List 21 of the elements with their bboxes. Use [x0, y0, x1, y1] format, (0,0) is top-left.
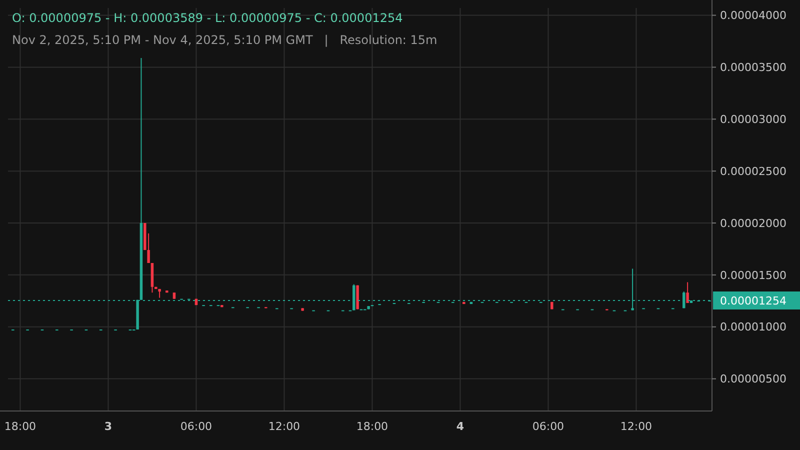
y-tick-label: 0.00001500: [720, 268, 786, 282]
x-tick-label: 06:00: [532, 420, 564, 433]
y-tick-label: 0.00000500: [720, 372, 786, 386]
y-tick-label: 0.00004000: [720, 9, 786, 22]
x-tick-label: 18:00: [4, 420, 36, 433]
y-tick-label: 0.00001000: [720, 320, 786, 334]
x-tick-label: 3: [104, 420, 112, 433]
x-tick-label: 12:00: [620, 420, 652, 433]
x-tick-label: 06:00: [180, 420, 212, 433]
y-tick-label: 0.00003500: [720, 61, 786, 74]
y-tick-label: 0.00002500: [720, 164, 786, 178]
ref-line-label: 0.00001254: [720, 294, 786, 308]
y-tick-label: 0.00002000: [720, 216, 786, 230]
x-tick-label: 4: [456, 420, 464, 433]
chart-title: O: 0.00000975 - H: 0.00003589 - L: 0.00000975 - C: 0.00001254: [12, 11, 403, 25]
y-tick-label: 0.00003000: [720, 112, 786, 126]
x-tick-label: 18:00: [356, 420, 388, 433]
x-tick-label: 12:00: [268, 420, 300, 433]
text: Nov 2, 2025, 5:10 PM - Nov 4, 2025, 5:10 PM GMT | Resolution: 15m: [12, 33, 438, 47]
candlestick: [686, 282, 689, 304]
candlestick: [150, 262, 154, 294]
